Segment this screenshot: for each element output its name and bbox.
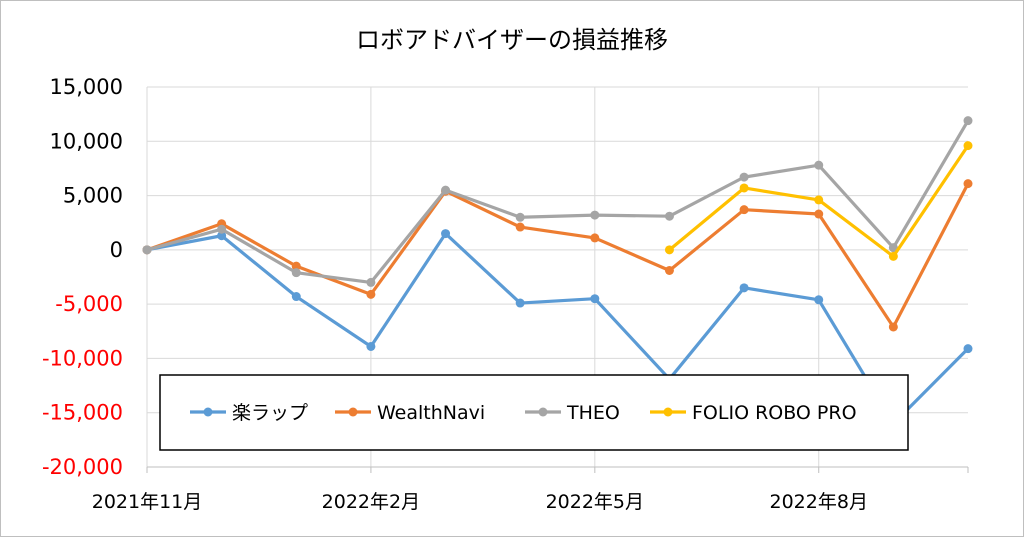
y-tick-label: 10,000: [50, 129, 123, 153]
data-point: [590, 233, 600, 243]
data-point: [739, 205, 749, 215]
data-point: [664, 211, 674, 221]
chart-title: ロボアドバイザーの損益推移: [356, 26, 668, 54]
data-point: [291, 268, 301, 278]
legend-label: WealthNavi: [377, 402, 485, 424]
series-line: [146, 182, 970, 329]
series-2: [142, 116, 973, 287]
y-tick-label: -5,000: [55, 292, 123, 316]
data-point: [217, 231, 227, 241]
series-line: [146, 119, 970, 285]
y-tick-label: 15,000: [50, 75, 123, 99]
data-point: [963, 141, 973, 151]
legend: 楽ラップ WealthNavi THEO FOLIO ROBO PRO: [159, 374, 909, 451]
data-point: [814, 295, 824, 305]
data-point: [963, 344, 973, 354]
data-point: [963, 179, 973, 189]
data-point: [814, 209, 824, 219]
y-tick-label: -20,000: [42, 455, 123, 479]
data-point: [217, 224, 227, 234]
y-tick-label: 0: [110, 238, 123, 262]
legend-marker: [538, 407, 548, 417]
series-3: [664, 141, 973, 261]
data-point: [515, 298, 525, 308]
data-point: [888, 251, 898, 261]
x-tick-label: 2021年11月: [92, 491, 203, 513]
x-tick-label: 2022年8月: [770, 491, 868, 513]
data-point: [291, 261, 301, 271]
legend-marker: [663, 407, 673, 417]
data-point: [366, 277, 376, 287]
series-line: [146, 231, 970, 426]
legend-marker: [348, 407, 358, 417]
legend-label: THEO: [566, 402, 620, 424]
data-point: [814, 195, 824, 205]
data-point: [814, 160, 824, 170]
axes: [146, 87, 969, 473]
y-tick-label: -10,000: [42, 346, 123, 370]
data-point: [888, 243, 898, 253]
data-point: [291, 292, 301, 302]
x-tick-label: 2022年2月: [322, 491, 420, 513]
data-point: [664, 245, 674, 255]
x-tick-label: 2022年5月: [546, 491, 644, 513]
legend-marker: [203, 407, 213, 417]
data-point: [590, 210, 600, 220]
y-tick-label: 5,000: [63, 184, 123, 208]
legend-label: FOLIO ROBO PRO: [692, 402, 857, 424]
data-point: [142, 245, 152, 255]
data-point: [739, 183, 749, 193]
data-point: [888, 322, 898, 332]
data-point: [590, 294, 600, 304]
x-tick-labels: 2021年11月 2022年2月 2022年5月 2022年8月: [92, 491, 868, 513]
y-tick-label: -15,000: [42, 401, 123, 425]
data-point: [366, 341, 376, 351]
data-point: [441, 229, 451, 239]
data-point: [441, 185, 451, 195]
legend-label: 楽ラップ: [232, 402, 308, 424]
data-point: [515, 222, 525, 232]
data-point: [366, 289, 376, 299]
data-point: [515, 212, 525, 222]
data-point: [664, 265, 674, 275]
data-point: [963, 116, 973, 126]
data-point: [739, 172, 749, 182]
y-tick-labels: 15,000 10,000 5,000 0 -5,000 -10,000 -15,000 -2…: [42, 75, 123, 479]
data-point: [739, 283, 749, 293]
